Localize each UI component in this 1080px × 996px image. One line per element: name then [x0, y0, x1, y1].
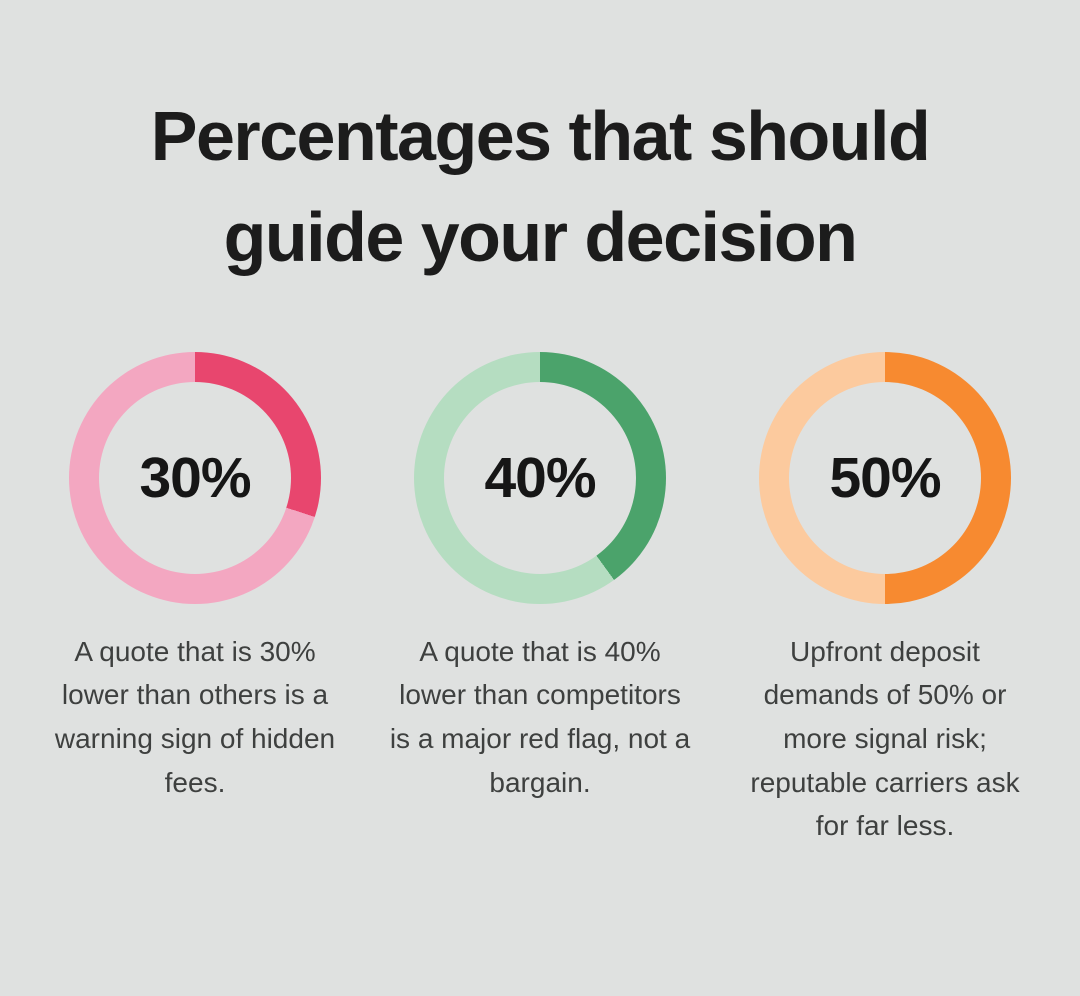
donut-chart-40: 40%	[414, 351, 666, 604]
donut-center-label-40: 40%	[484, 445, 596, 510]
stat-card-30: 30% A quote that is 30% lower than other…	[23, 351, 368, 848]
stat-caption-30: A quote that is 30% lower than others is…	[54, 635, 336, 798]
donut-center-label-30: 30%	[139, 445, 251, 510]
stat-caption-40: A quote that is 40% lower than competito…	[389, 635, 691, 798]
page-title: Percentages that should guide your decis…	[150, 97, 931, 276]
donut-center-label-50: 50%	[829, 445, 941, 510]
donut-chart-30: 30%	[69, 351, 321, 604]
stat-caption-50: Upfront deposit demands of 50% or more s…	[750, 635, 1020, 842]
stat-card-50: 50% Upfront deposit demands of 50% or mo…	[713, 351, 1058, 848]
donut-chart-50: 50%	[759, 351, 1011, 604]
stat-card-40: 40% A quote that is 40% lower than compe…	[368, 351, 713, 848]
stats-row: 30% A quote that is 30% lower than other…	[0, 351, 1080, 848]
